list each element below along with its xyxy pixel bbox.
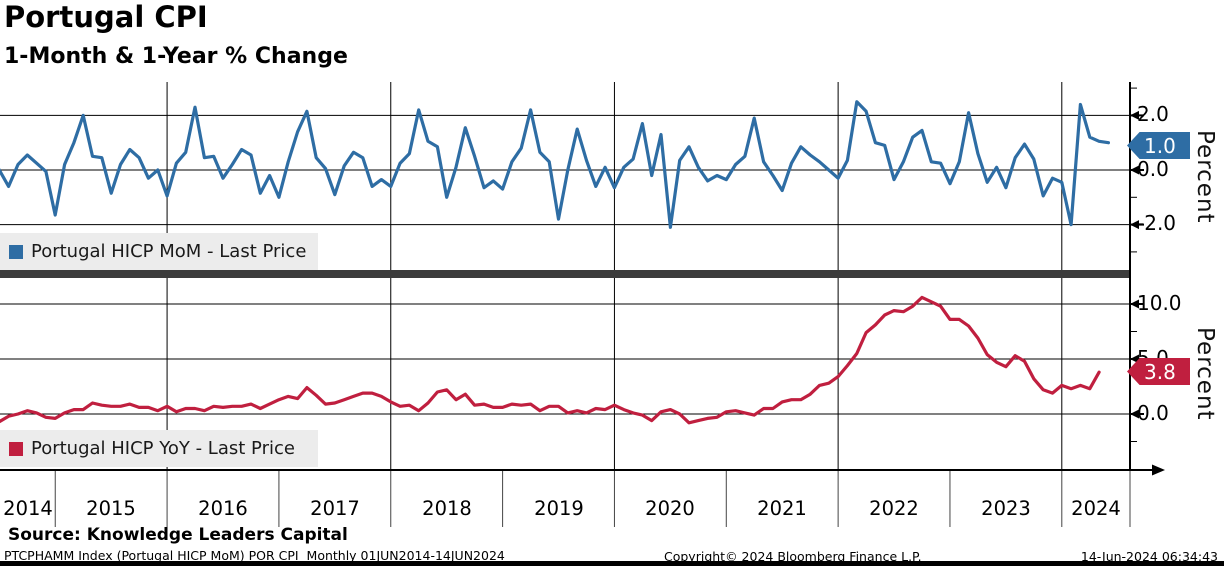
last-price-badge-yoy: 3.8 (1127, 358, 1190, 385)
xtick-2021: 2021 (757, 497, 807, 520)
xtick-2017: 2017 (310, 497, 360, 520)
xtick-2018: 2018 (422, 497, 472, 520)
timestamp: 14-Jun-2024 06:34:43 (1080, 549, 1218, 564)
xtick-2020: 2020 (645, 497, 695, 520)
y-axis-title-bottom: Percent (1192, 327, 1218, 421)
legend-label-yoy: Portugal HICP YoY - Last Price (31, 438, 295, 459)
legend-hicp-yoy: Portugal HICP YoY - Last Price (0, 430, 318, 467)
yoy-series-swatch-icon (9, 441, 23, 456)
mom-series-swatch-icon (9, 244, 23, 259)
xtick-2016: 2016 (198, 497, 248, 520)
ytick-top-neg2: -2.0 (1137, 211, 1177, 235)
xtick-2024: 2024 (1071, 497, 1121, 520)
last-price-badge-mom: 1.0 (1127, 132, 1190, 159)
page-subtitle: 1-Month & 1-Year % Change (4, 44, 348, 69)
legend-hicp-mom: Portugal HICP MoM - Last Price (0, 233, 318, 270)
xtick-2014: 2014 (3, 497, 53, 520)
y-axis-title-top: Percent (1192, 130, 1218, 224)
xtick-2022: 2022 (869, 497, 919, 520)
ticker-info: PTCPHAMM Index (Portugal HICP MoM) POR C… (4, 548, 505, 563)
xtick-2023: 2023 (981, 497, 1031, 520)
xtick-2019: 2019 (534, 497, 584, 520)
copyright-notice: Copyright© 2024 Bloomberg Finance L.P. (664, 549, 922, 564)
source-line: Source: Knowledge Leaders Capital (8, 525, 348, 545)
ytick-top-2: 2.0 (1137, 102, 1169, 126)
legend-label-mom: Portugal HICP MoM - Last Price (31, 241, 307, 262)
page-title: Portugal CPI (4, 0, 208, 34)
bottom-bar (0, 561, 1224, 566)
ytick-bot-0: 0.0 (1137, 401, 1169, 425)
xtick-2015: 2015 (86, 497, 136, 520)
ytick-top-0: 0.0 (1137, 157, 1169, 181)
ytick-bot-10: 10.0 (1137, 291, 1182, 315)
